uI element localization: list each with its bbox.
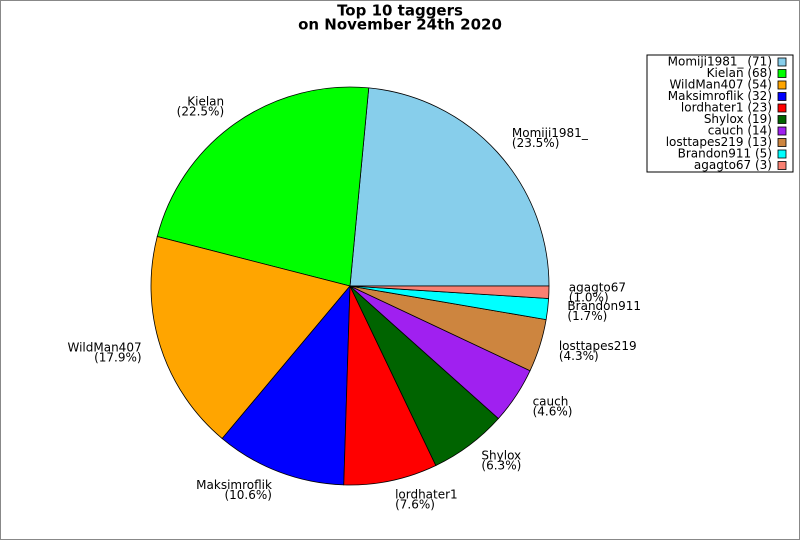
legend-swatch xyxy=(777,57,787,67)
pie-slice xyxy=(343,285,437,486)
slice-label: Brandon911 xyxy=(567,299,641,313)
pie-slice xyxy=(221,284,351,486)
pie-slice xyxy=(150,236,351,440)
legend-label: Momiji1981_ (71) xyxy=(668,55,772,69)
slice-value-label: (4.3%) xyxy=(559,349,599,363)
legend-swatch xyxy=(777,126,787,136)
legend-label: lordhater1 (23) xyxy=(681,101,772,115)
legend-box xyxy=(646,54,794,173)
legend-label: Brandon911 (5) xyxy=(678,147,772,161)
slice-value-label: (6.3%) xyxy=(481,459,521,473)
legend-label: agagto67 (3) xyxy=(694,158,772,172)
slice-value-label: (1.0%) xyxy=(569,290,609,304)
chart-title: Top 10 taggers xyxy=(337,2,463,20)
legend-label: WildMan407 (54) xyxy=(669,78,772,92)
pie-slice xyxy=(349,87,550,287)
legend-label: Maksimroflik (32) xyxy=(668,89,772,103)
slice-label: losttapes219 xyxy=(559,339,637,353)
chart-subtitle: on November 24th 2020 xyxy=(298,16,502,34)
legend-swatch xyxy=(777,149,787,159)
slice-label: WildMan407 xyxy=(67,340,141,354)
legend-label: Kielan (68) xyxy=(707,66,772,80)
legend-swatch xyxy=(777,103,787,113)
slice-value-label: (7.6%) xyxy=(395,498,435,512)
slice-value-label: (22.5%) xyxy=(177,104,224,118)
slice-label: cauch xyxy=(533,394,569,408)
slice-value-label: (1.7%) xyxy=(567,309,607,323)
slice-label: Kielan xyxy=(187,94,224,108)
legend-swatch xyxy=(777,161,787,170)
slice-label: Maksimroflik xyxy=(196,478,272,492)
legend-swatch xyxy=(777,80,787,90)
legend-swatch xyxy=(777,115,787,124)
pie-slice xyxy=(156,86,370,287)
legend-swatch xyxy=(777,92,787,101)
slice-label: lordhater1 xyxy=(395,488,458,502)
slice-value-label: (17.9%) xyxy=(94,350,141,364)
legend-swatch xyxy=(777,69,787,78)
legend-label: cauch (14) xyxy=(708,124,772,138)
slice-label: Momiji1981_ xyxy=(512,126,589,140)
slice-label: agagto67 xyxy=(569,280,626,294)
slice-label: Shylox xyxy=(481,449,521,463)
legend-label: Shylox (19) xyxy=(704,112,772,126)
legend-label: losttapes219 (13) xyxy=(666,135,772,149)
slice-value-label: (23.5%) xyxy=(512,136,559,150)
pie-slice xyxy=(349,285,550,299)
legend-swatch xyxy=(777,138,787,147)
slice-value-label: (10.6%) xyxy=(224,488,271,502)
slice-value-label: (4.6%) xyxy=(533,404,573,418)
